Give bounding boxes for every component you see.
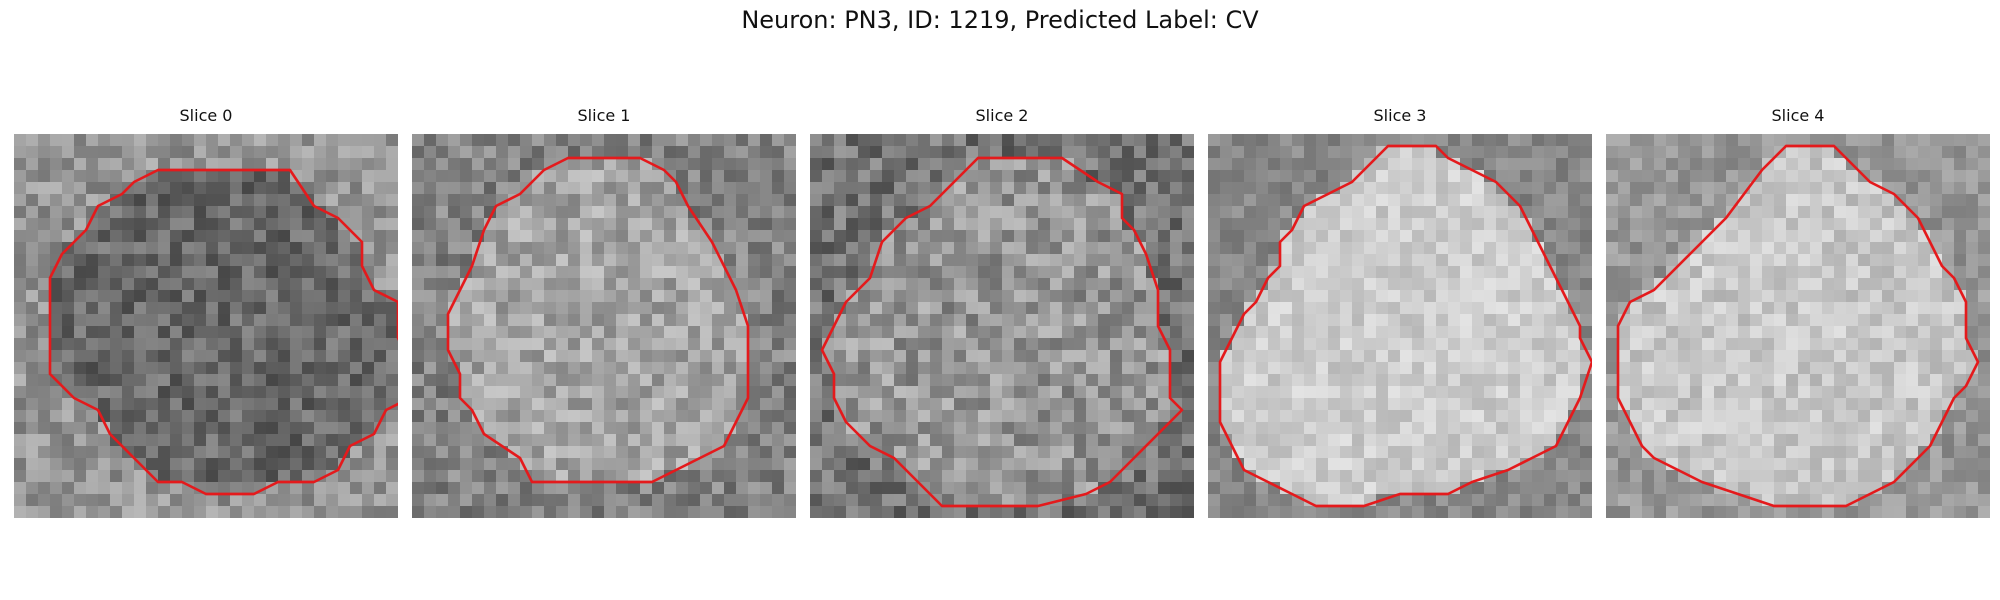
segmentation-contour <box>446 156 750 484</box>
pixel-grid <box>14 134 398 518</box>
figure-title: Neuron: PN3, ID: 1219, Predicted Label: … <box>741 6 1259 34</box>
slice-title-2: Slice 2 <box>975 106 1029 125</box>
pixel-grid <box>1208 134 1592 518</box>
segmentation-contour <box>1218 144 1592 508</box>
slice-title-1: Slice 1 <box>577 106 631 125</box>
slice-panel-2: Slice 2 <box>810 104 1194 528</box>
slice-title-4: Slice 4 <box>1771 106 1825 125</box>
slice-panel-4: Slice 4 <box>1606 104 1990 528</box>
slice-image-3 <box>1208 134 1592 518</box>
pixel-grid <box>1606 134 1990 518</box>
slice-panel-1: Slice 1 <box>412 104 796 528</box>
slice-image-1 <box>412 134 796 518</box>
slice-title-0: Slice 0 <box>179 106 233 125</box>
slice-image-0 <box>14 134 398 518</box>
pixel-grid <box>810 134 1194 518</box>
slice-image-2 <box>810 134 1194 518</box>
slice-image-4 <box>1606 134 1990 518</box>
segmentation-contour <box>48 168 398 496</box>
slice-title-3: Slice 3 <box>1373 106 1427 125</box>
pixel-grid <box>412 134 796 518</box>
slice-panel-3: Slice 3 <box>1208 104 1592 528</box>
segmentation-contour <box>820 156 1184 508</box>
slice-panel-0: Slice 0 <box>14 104 398 528</box>
segmentation-contour <box>1616 144 1980 508</box>
